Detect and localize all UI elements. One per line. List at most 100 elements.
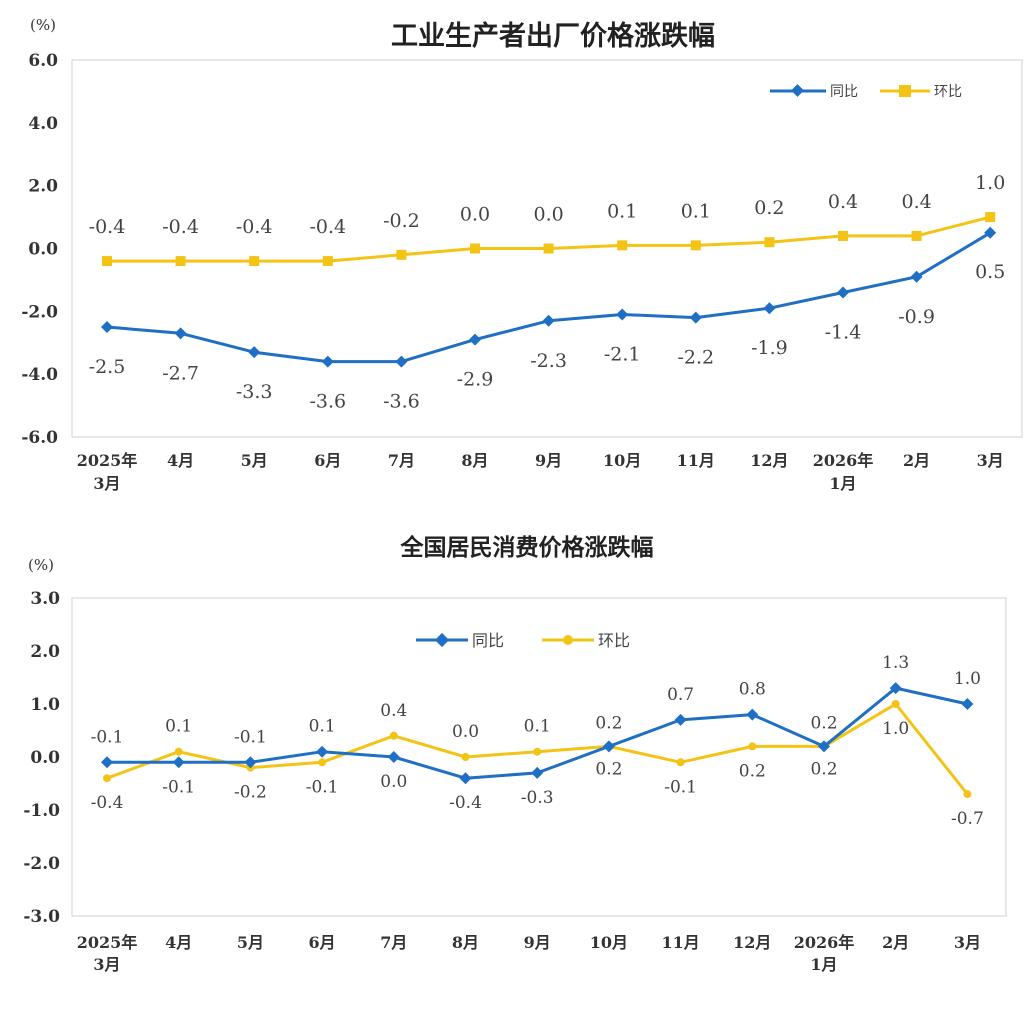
data-point xyxy=(389,731,398,740)
x-tick-label: 3月 xyxy=(954,933,981,952)
data-label: -0.1 xyxy=(162,777,195,797)
data-point xyxy=(531,766,544,779)
y-axis: 6.0 4.0 2.0 0.0 -2.0 -4.0 -6.0 xyxy=(21,51,58,448)
y-tick-label: 4.0 xyxy=(28,114,58,134)
x-tick-label: 11月 xyxy=(677,451,715,470)
data-point xyxy=(689,311,702,324)
data-label: -3.6 xyxy=(383,391,420,413)
x-tick-label: 5月 xyxy=(237,933,264,952)
x-tick-label: 10月 xyxy=(603,451,641,470)
y-axis-unit: (%) xyxy=(28,556,54,574)
x-tick-label: 2月 xyxy=(882,933,909,952)
y-tick-label: 6.0 xyxy=(28,51,58,71)
cpi-chart: 全国居民消费价格涨跌幅 (%) 3.0 2.0 1.0 0.0 -1.0 -2.0 -3.0… xyxy=(23,534,1007,974)
data-label: 1.0 xyxy=(975,172,1005,194)
data-label: 0.5 xyxy=(975,261,1005,283)
x-tick-label: 5月 xyxy=(241,451,268,470)
data-point xyxy=(889,682,902,695)
x-tick-label: 3月 xyxy=(93,474,120,493)
data-point xyxy=(459,772,472,785)
series-yoy: -2.5 -2.7 -3.3 -3.6 -3.6 -2.9 -2.3 -2.1 -2.2 -1.9… xyxy=(89,226,1005,413)
legend-label-yoy: 同比 xyxy=(830,84,858,100)
data-label: 1.3 xyxy=(882,653,909,673)
data-label: 0.1 xyxy=(309,717,336,737)
data-label: -0.4 xyxy=(162,216,199,238)
x-tick-label: 3月 xyxy=(93,955,120,974)
data-label: 0.0 xyxy=(452,722,479,742)
data-point xyxy=(963,790,972,799)
y-tick-label: 2.0 xyxy=(30,642,60,662)
data-label: -1.9 xyxy=(751,337,788,359)
data-point xyxy=(837,286,849,299)
data-label: -0.4 xyxy=(89,216,126,238)
x-tick-label: 12月 xyxy=(733,933,771,952)
data-point xyxy=(764,237,775,248)
data-label: -0.9 xyxy=(898,306,935,328)
data-point xyxy=(321,355,334,368)
data-point xyxy=(746,708,759,721)
data-label: -0.4 xyxy=(91,793,124,813)
data-point xyxy=(469,333,481,346)
y-tick-label: -3.0 xyxy=(23,907,60,927)
x-tick-label: 9月 xyxy=(535,451,562,470)
data-point xyxy=(602,740,615,753)
x-tick-label: 7月 xyxy=(388,451,415,470)
x-tick-label: 3月 xyxy=(977,451,1004,470)
y-tick-label: -2.0 xyxy=(21,302,58,322)
x-tick-label: 2026年 xyxy=(813,451,874,470)
data-label: 0.1 xyxy=(607,200,637,222)
data-label: -0.1 xyxy=(306,777,339,797)
x-tick-label: 6月 xyxy=(309,933,336,952)
data-point xyxy=(174,327,187,340)
x-tick-label: 2025年 xyxy=(77,933,138,952)
chart-title: 工业生产者出厂价格涨跌幅 xyxy=(391,21,715,52)
data-label: -2.9 xyxy=(457,369,494,391)
data-point xyxy=(102,256,112,267)
data-label: -2.5 xyxy=(89,356,126,378)
data-point xyxy=(316,745,329,758)
x-tick-label: 11月 xyxy=(661,933,699,952)
y-tick-label: -1.0 xyxy=(23,801,60,821)
data-point xyxy=(748,742,757,751)
data-label: -1.4 xyxy=(825,321,862,343)
data-point xyxy=(101,756,113,769)
x-tick-label: 12月 xyxy=(750,451,788,470)
data-label: -0.1 xyxy=(234,727,267,747)
y-axis: 3.0 2.0 1.0 0.0 -1.0 -2.0 -3.0 xyxy=(23,589,60,927)
y-tick-label: -4.0 xyxy=(21,365,58,385)
data-point xyxy=(470,243,480,254)
y-tick-label: -6.0 xyxy=(21,428,58,448)
data-point xyxy=(910,270,923,283)
y-tick-label: -2.0 xyxy=(23,854,60,874)
x-tick-label: 4月 xyxy=(167,451,194,470)
data-point xyxy=(617,240,628,251)
x-tick-label: 2025年 xyxy=(77,451,138,470)
data-label: 0.4 xyxy=(901,191,931,213)
chart-title: 全国居民消费价格涨跌幅 xyxy=(400,534,654,561)
series-mom: -0.4 -0.4 -0.4 -0.4 -0.2 0.0 0.0 0.1 0.1 0.2 0.4 0.… xyxy=(89,172,1005,267)
data-label: 1.0 xyxy=(954,669,981,689)
data-label: -2.7 xyxy=(162,362,199,384)
data-point xyxy=(318,758,327,767)
data-point xyxy=(984,226,997,239)
data-point xyxy=(244,756,257,769)
x-tick-label: 6月 xyxy=(314,451,341,470)
y-tick-label: 0.0 xyxy=(30,748,60,768)
data-label: -0.1 xyxy=(91,727,124,747)
legend: 同比 环比 xyxy=(416,631,630,650)
ppi-chart: 工业生产者出厂价格涨跌幅 (%) 6.0 4.0 2.0 0.0 -2.0 -4.0 -6.… xyxy=(21,16,1023,493)
x-axis: 2025年 3月 4月 5月 6月 7月 8月 9月 10月 11月 12月 2026年 1月 2月 3月 xyxy=(77,451,1004,493)
data-label: 0.8 xyxy=(739,680,766,700)
data-point xyxy=(175,256,186,267)
legend-dot-icon xyxy=(563,635,573,645)
x-tick-label: 1月 xyxy=(829,474,856,493)
plot-frame xyxy=(71,59,1023,438)
data-label: 0.2 xyxy=(595,759,622,779)
series-yoy: -0.1 -0.1 -0.1 0.1 0.0 -0.4 -0.3 0.2 0.7 0.8 0.2 1.… xyxy=(91,653,981,813)
data-label: 0.4 xyxy=(380,701,407,721)
data-label: 0.0 xyxy=(533,204,563,226)
data-point xyxy=(396,249,407,260)
x-tick-label: 4月 xyxy=(165,933,192,952)
legend-item-yoy: 同比 xyxy=(770,84,858,100)
data-label: -0.2 xyxy=(234,783,267,803)
